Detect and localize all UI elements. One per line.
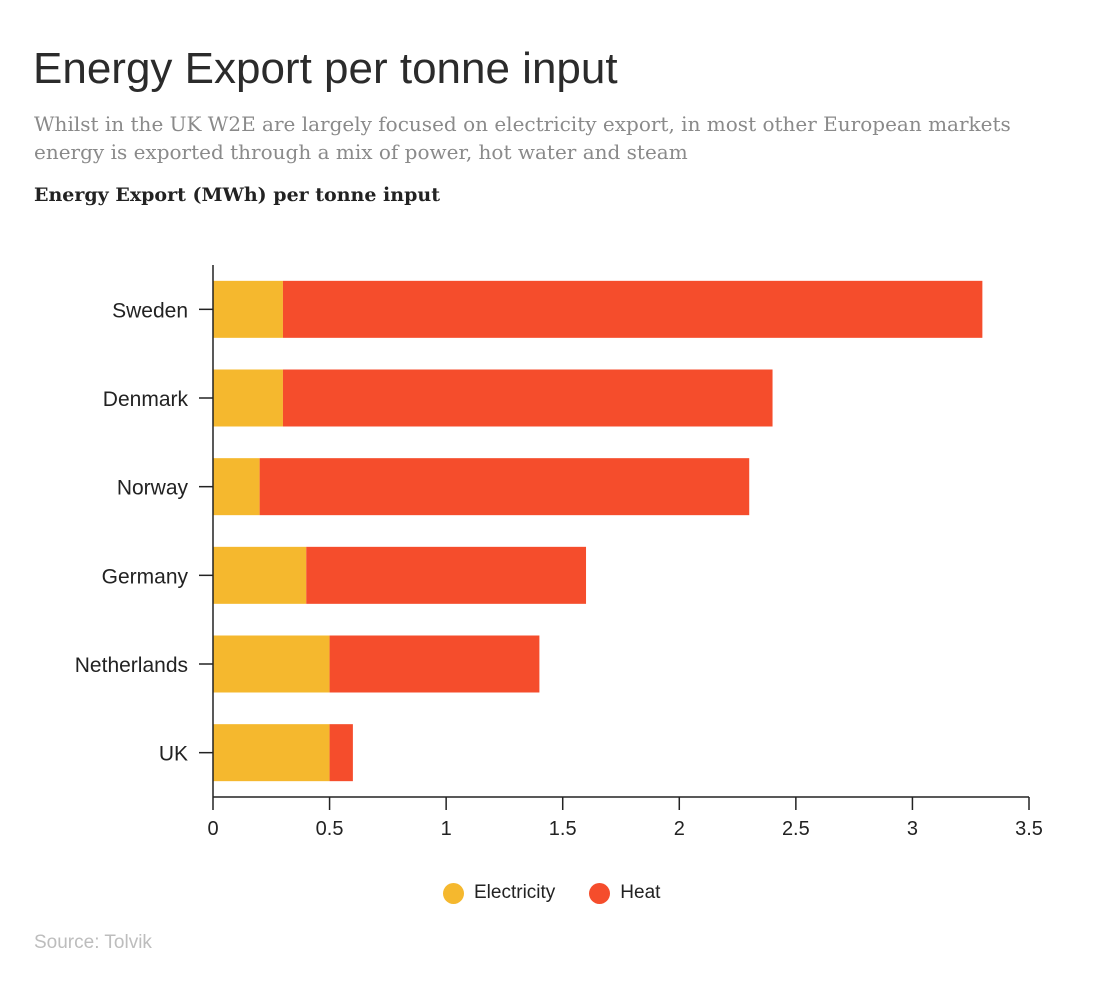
bar-electricity-uk <box>213 724 330 782</box>
bar-heat-sweden <box>282 280 983 338</box>
x-tick-label: 3 <box>907 818 918 840</box>
bar-heat-netherlands <box>329 635 540 693</box>
legend-item-electricity: Electricity <box>443 882 555 904</box>
legend-swatch-heat <box>589 882 611 904</box>
y-tick-label: Netherlands <box>75 654 188 677</box>
bar-electricity-germany <box>213 546 307 604</box>
bar-heat-denmark <box>282 369 773 427</box>
legend-label-heat: Heat <box>620 882 661 903</box>
x-tick-label: 0 <box>207 818 218 840</box>
y-tick-label: Denmark <box>103 388 189 411</box>
bar-electricity-netherlands <box>213 635 330 693</box>
y-tick-label: Germany <box>102 565 189 588</box>
chart-title: Energy Export per tonne input <box>33 44 618 93</box>
bar-electricity-sweden <box>213 280 283 338</box>
x-tick-label: 2.5 <box>782 818 810 840</box>
x-tick-label: 0.5 <box>316 818 344 840</box>
value-axis-title: Energy Export (MWh) per tonne input <box>34 184 440 206</box>
y-tick-label: Sweden <box>112 299 188 322</box>
source-note: Source: Tolvik <box>34 932 152 953</box>
legend: Electricity Heat <box>443 882 694 904</box>
chart-subtitle: Whilst in the UK W2E are largely focused… <box>34 112 1011 164</box>
legend-swatch-electricity <box>443 882 464 904</box>
x-tick-label: 1.5 <box>549 818 577 840</box>
x-tick-label: 3.5 <box>1015 818 1043 840</box>
y-tick-label: Norway <box>117 477 189 500</box>
legend-label-electricity: Electricity <box>474 882 556 903</box>
bar-electricity-denmark <box>213 369 283 427</box>
bar-heat-norway <box>259 458 750 516</box>
x-tick-label: 1 <box>441 818 452 840</box>
bar-electricity-norway <box>213 458 260 516</box>
y-tick-label: UK <box>159 743 188 766</box>
x-tick-label: 2 <box>674 818 685 840</box>
bar-heat-uk <box>329 724 353 782</box>
legend-item-heat: Heat <box>589 882 660 904</box>
bar-heat-germany <box>306 546 587 604</box>
